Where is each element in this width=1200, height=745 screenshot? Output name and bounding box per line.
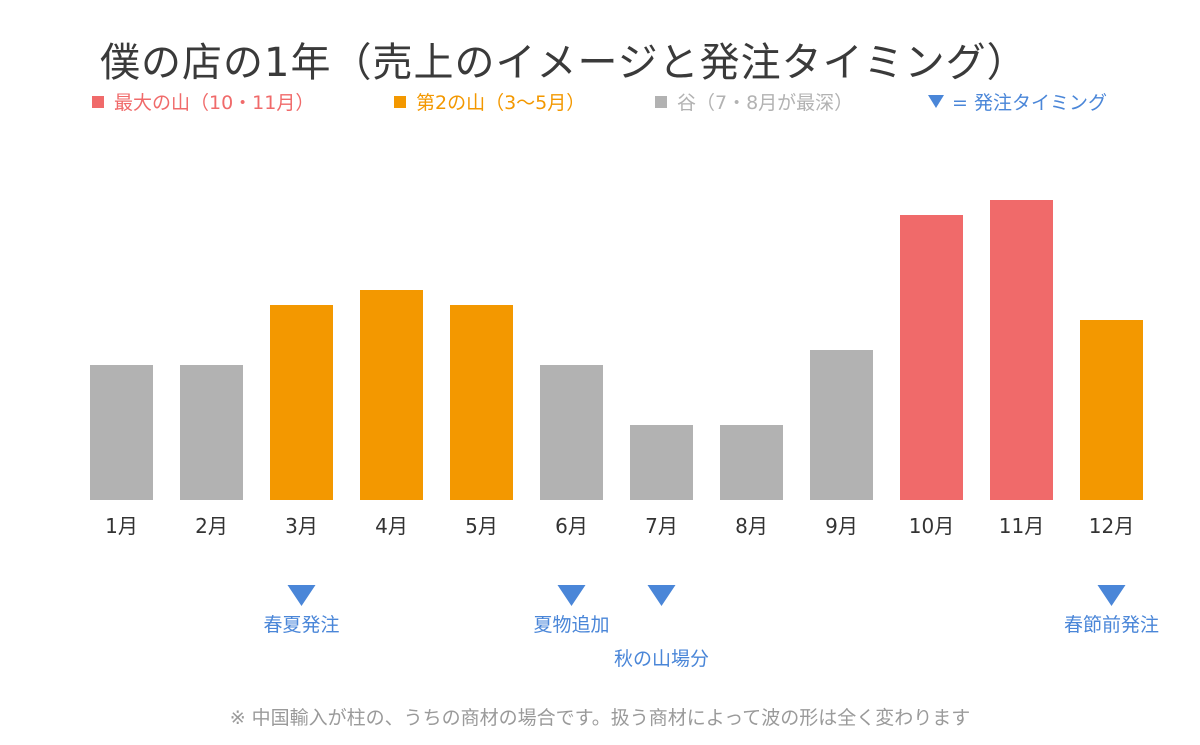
bar-6 [540,365,603,500]
legend-item-second: 第2の山（3〜5月） [394,88,585,115]
x-tick-label: 3月 [285,514,318,538]
order-annotation: 春夏発注 [263,614,339,636]
x-tick-label: 2月 [195,514,228,538]
legend-swatch-second [394,95,406,108]
x-tick-label: 7月 [645,514,678,538]
order-annotation: 秋の山場分 [614,648,709,670]
order-marker [647,585,676,606]
x-tick-label: 10月 [909,514,954,538]
legend-label-peak: 最大の山（10・11月） [114,92,315,114]
x-tick-label: 5月 [465,514,498,538]
legend-label-valley: 谷（7・8月が最深） [677,92,854,114]
order-marker [1097,585,1126,606]
legend: 最大の山（10・11月） 第2の山（3〜5月） 谷（7・8月が最深） = 発注タ… [0,88,1200,118]
bar-7 [630,425,693,500]
bar-3 [270,305,333,500]
legend-item-order: = 発注タイミング [928,88,1107,115]
x-tick-label: 6月 [555,514,588,538]
bar-5 [450,305,513,500]
x-tick-label: 1月 [105,514,138,538]
x-tick-label: 9月 [825,514,858,538]
bar-9 [810,350,873,500]
bar-8 [720,425,783,500]
x-tick-label: 8月 [735,514,768,538]
order-annotation: 春節前発注 [1064,614,1159,636]
x-tick-label: 4月 [375,514,408,538]
x-tick-label: 12月 [1089,514,1134,538]
bar-11 [990,200,1053,500]
bar-10 [900,215,963,500]
footnote: ※ 中国輸入が柱の、うちの商材の場合です。扱う商材によって波の形は全く変わります [229,707,971,729]
x-tick-label: 11月 [999,514,1044,538]
legend-label-order: = 発注タイミング [952,92,1107,114]
bar-2 [180,365,243,500]
legend-label-second: 第2の山（3〜5月） [416,92,586,114]
chart-title: 僕の店の1年（売上のイメージと発注タイミング） [100,40,1028,86]
order-marker [557,585,586,606]
bar-12 [1080,320,1143,500]
bar-1 [90,365,153,500]
legend-item-valley: 谷（7・8月が最深） [655,88,853,115]
legend-swatch-valley [655,95,667,108]
legend-swatch-peak [92,95,104,108]
order-annotation: 夏物追加 [533,614,609,636]
order-triangle-icon [928,95,944,108]
order-marker [287,585,316,606]
legend-item-peak: 最大の山（10・11月） [92,88,314,115]
bar-4 [360,290,423,500]
